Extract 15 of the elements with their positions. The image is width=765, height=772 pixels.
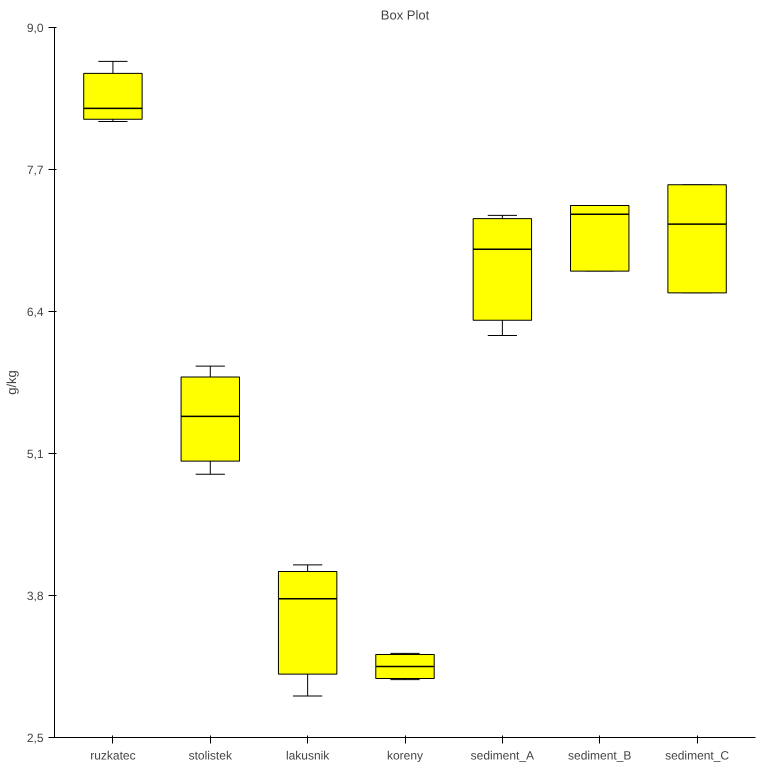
y-tick-label: 5,1 [26, 447, 44, 461]
y-tick-label: 3,8 [26, 589, 44, 603]
y-axis-title: g/kg [4, 370, 19, 395]
x-tick-label: koreny [386, 748, 424, 762]
x-tick-label: sediment_B [568, 748, 632, 762]
x-tick-label: sediment_A [470, 748, 534, 762]
y-tick-label: 7,7 [26, 163, 44, 177]
x-tick-label: lakusnik [286, 748, 330, 762]
chart-title: Box Plot [380, 8, 430, 22]
x-tick-label: ruzkatec [90, 748, 136, 762]
x-tick-label: sediment_C [665, 748, 730, 762]
y-tick-label: 2,5 [26, 731, 44, 745]
y-tick-label: 9,0 [26, 21, 44, 35]
x-tick-label: stolistek [188, 748, 233, 762]
y-tick-label: 6,4 [26, 305, 44, 319]
